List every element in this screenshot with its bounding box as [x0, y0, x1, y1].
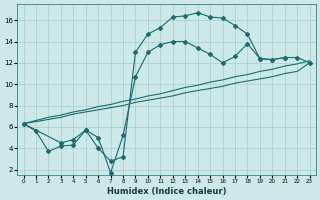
- X-axis label: Humidex (Indice chaleur): Humidex (Indice chaleur): [107, 187, 226, 196]
